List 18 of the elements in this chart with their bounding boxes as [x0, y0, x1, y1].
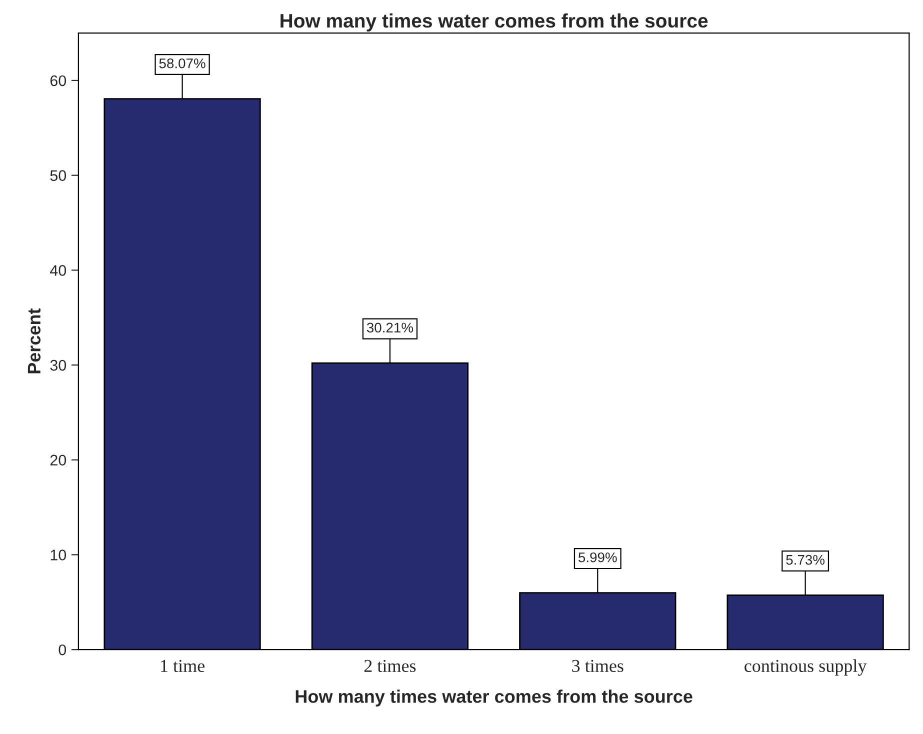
y-tick-label: 30: [50, 360, 66, 371]
x-tick-label: continous supply: [744, 659, 867, 676]
data-label: 30.21%: [366, 322, 414, 333]
y-tick-label: 50: [50, 170, 66, 181]
x-axis-title: How many times water comes from the source: [296, 690, 692, 706]
x-tick-label: 1 time: [161, 660, 204, 672]
chart-title: How many times water comes from the source: [280, 13, 708, 32]
y-tick-label: 20: [50, 454, 66, 466]
y-tick-label: 40: [50, 265, 66, 276]
y-tick-label: 60: [50, 75, 66, 86]
data-label: 5.99%: [578, 552, 617, 562]
y-tick-label: 0: [58, 644, 66, 656]
y-axis-title: Percent: [28, 308, 41, 374]
x-tick-label: 3 times: [572, 660, 624, 672]
y-tick-label: 10: [50, 550, 66, 560]
x-tick-label: 2 times: [364, 660, 416, 672]
data-label: 58.07%: [159, 58, 206, 68]
data-label: 5.73%: [786, 554, 825, 565]
